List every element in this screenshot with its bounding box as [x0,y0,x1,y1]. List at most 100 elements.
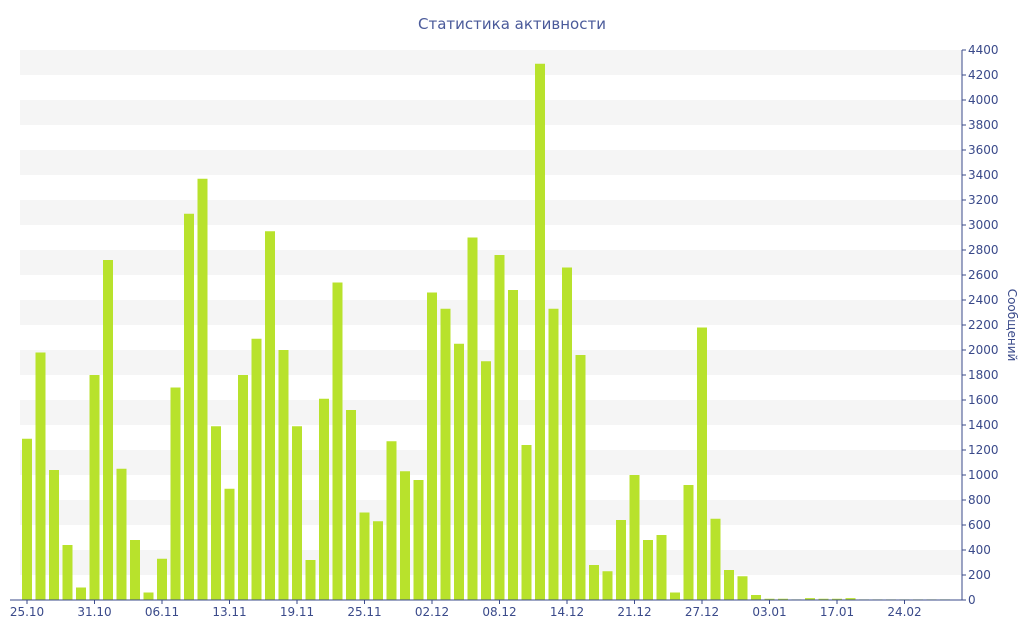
x-tick-label: 21.12 [617,605,651,619]
chart-title: Статистика активности [418,15,606,33]
bar [575,355,586,600]
x-tick-label: 27.12 [685,605,719,619]
y-tick-label: 2400 [968,293,999,307]
bar [629,475,640,600]
bar [454,343,464,600]
bar [832,598,842,600]
bar [400,471,410,600]
bar [670,592,680,600]
grid-band [20,250,962,275]
grid-band [20,300,962,325]
x-tick-label: 24.02 [887,605,921,619]
bar [508,290,518,600]
bar [319,398,329,600]
bar [521,445,532,600]
bar [373,521,383,600]
bar [440,308,451,600]
x-tick-label: 13.11 [212,605,246,619]
bar [184,213,194,600]
y-tick-label: 1600 [968,393,999,407]
bar-series [22,63,950,601]
y-tick-label: 4400 [968,43,999,57]
bar [238,375,248,600]
bar [548,308,559,600]
y-tick-label: 1400 [968,418,999,432]
y-tick-label: 2600 [968,268,999,282]
bar [427,292,437,600]
bar [751,595,761,600]
x-tick-label: 02.12 [415,605,449,619]
y-axis-ticks: 0 200 400 600 800 1000 1200 1400 1600 1800 2000 220… [962,43,999,607]
bar [724,570,734,600]
bar [170,387,181,600]
bar [157,558,167,600]
bar [845,598,856,601]
y-tick-label: 1000 [968,468,999,482]
x-tick-label: 17.01 [820,605,854,619]
bar [332,282,343,600]
y-tick-label: 3000 [968,218,999,232]
x-tick-label: 25.11 [347,605,381,619]
bar [265,231,275,600]
bar [562,267,572,600]
bar [805,598,815,601]
bar [278,350,289,600]
x-tick-label: 08.12 [482,605,516,619]
bar [494,255,505,600]
bar [211,426,221,600]
y-tick-label: 400 [968,543,991,557]
bar [737,576,748,600]
bar [683,485,694,600]
bar [116,468,127,600]
bar [818,598,829,600]
bar [35,352,46,600]
grid-band [20,200,962,225]
bar [197,178,208,600]
bar [386,441,397,600]
bar [359,512,370,600]
grid-band [20,50,962,75]
bar [481,361,491,600]
bar [589,565,599,600]
bar [292,426,302,600]
bar [643,540,653,600]
y-tick-label: 4200 [968,68,999,82]
y-axis-label: Сообщений [1005,289,1019,362]
bar [413,480,424,600]
x-tick-label: 19.11 [280,605,314,619]
x-tick-label: 06.11 [145,605,179,619]
bar [76,587,86,600]
bar [103,260,113,600]
grid-band [20,150,962,175]
y-tick-label: 200 [968,568,991,582]
bar [616,520,626,600]
x-tick-label: 25.10 [10,605,44,619]
x-axis-ticks: 25.10 31.10 06.11 13.11 19.11 25.11 02.12 08.12… [10,600,922,619]
y-tick-label: 1800 [968,368,999,382]
grid-band [20,100,962,125]
bar [778,598,788,600]
bar [305,560,316,600]
y-tick-label: 1200 [968,443,999,457]
bar [62,545,73,600]
y-tick-label: 2800 [968,243,999,257]
x-tick-label: 14.12 [550,605,584,619]
bar [49,470,59,600]
y-tick-label: 3800 [968,118,999,132]
bar [143,592,154,600]
bar [89,375,100,600]
x-tick-label: 31.10 [77,605,111,619]
y-tick-label: 600 [968,518,991,532]
y-tick-label: 800 [968,493,991,507]
x-tick-label: 03.01 [752,605,786,619]
bar [535,63,545,600]
bar [130,540,140,600]
bar [251,338,262,600]
bar [224,488,235,600]
y-tick-label: 2200 [968,318,999,332]
bar [467,237,478,600]
bar [602,571,613,600]
bar [710,518,721,600]
bar [656,535,667,600]
